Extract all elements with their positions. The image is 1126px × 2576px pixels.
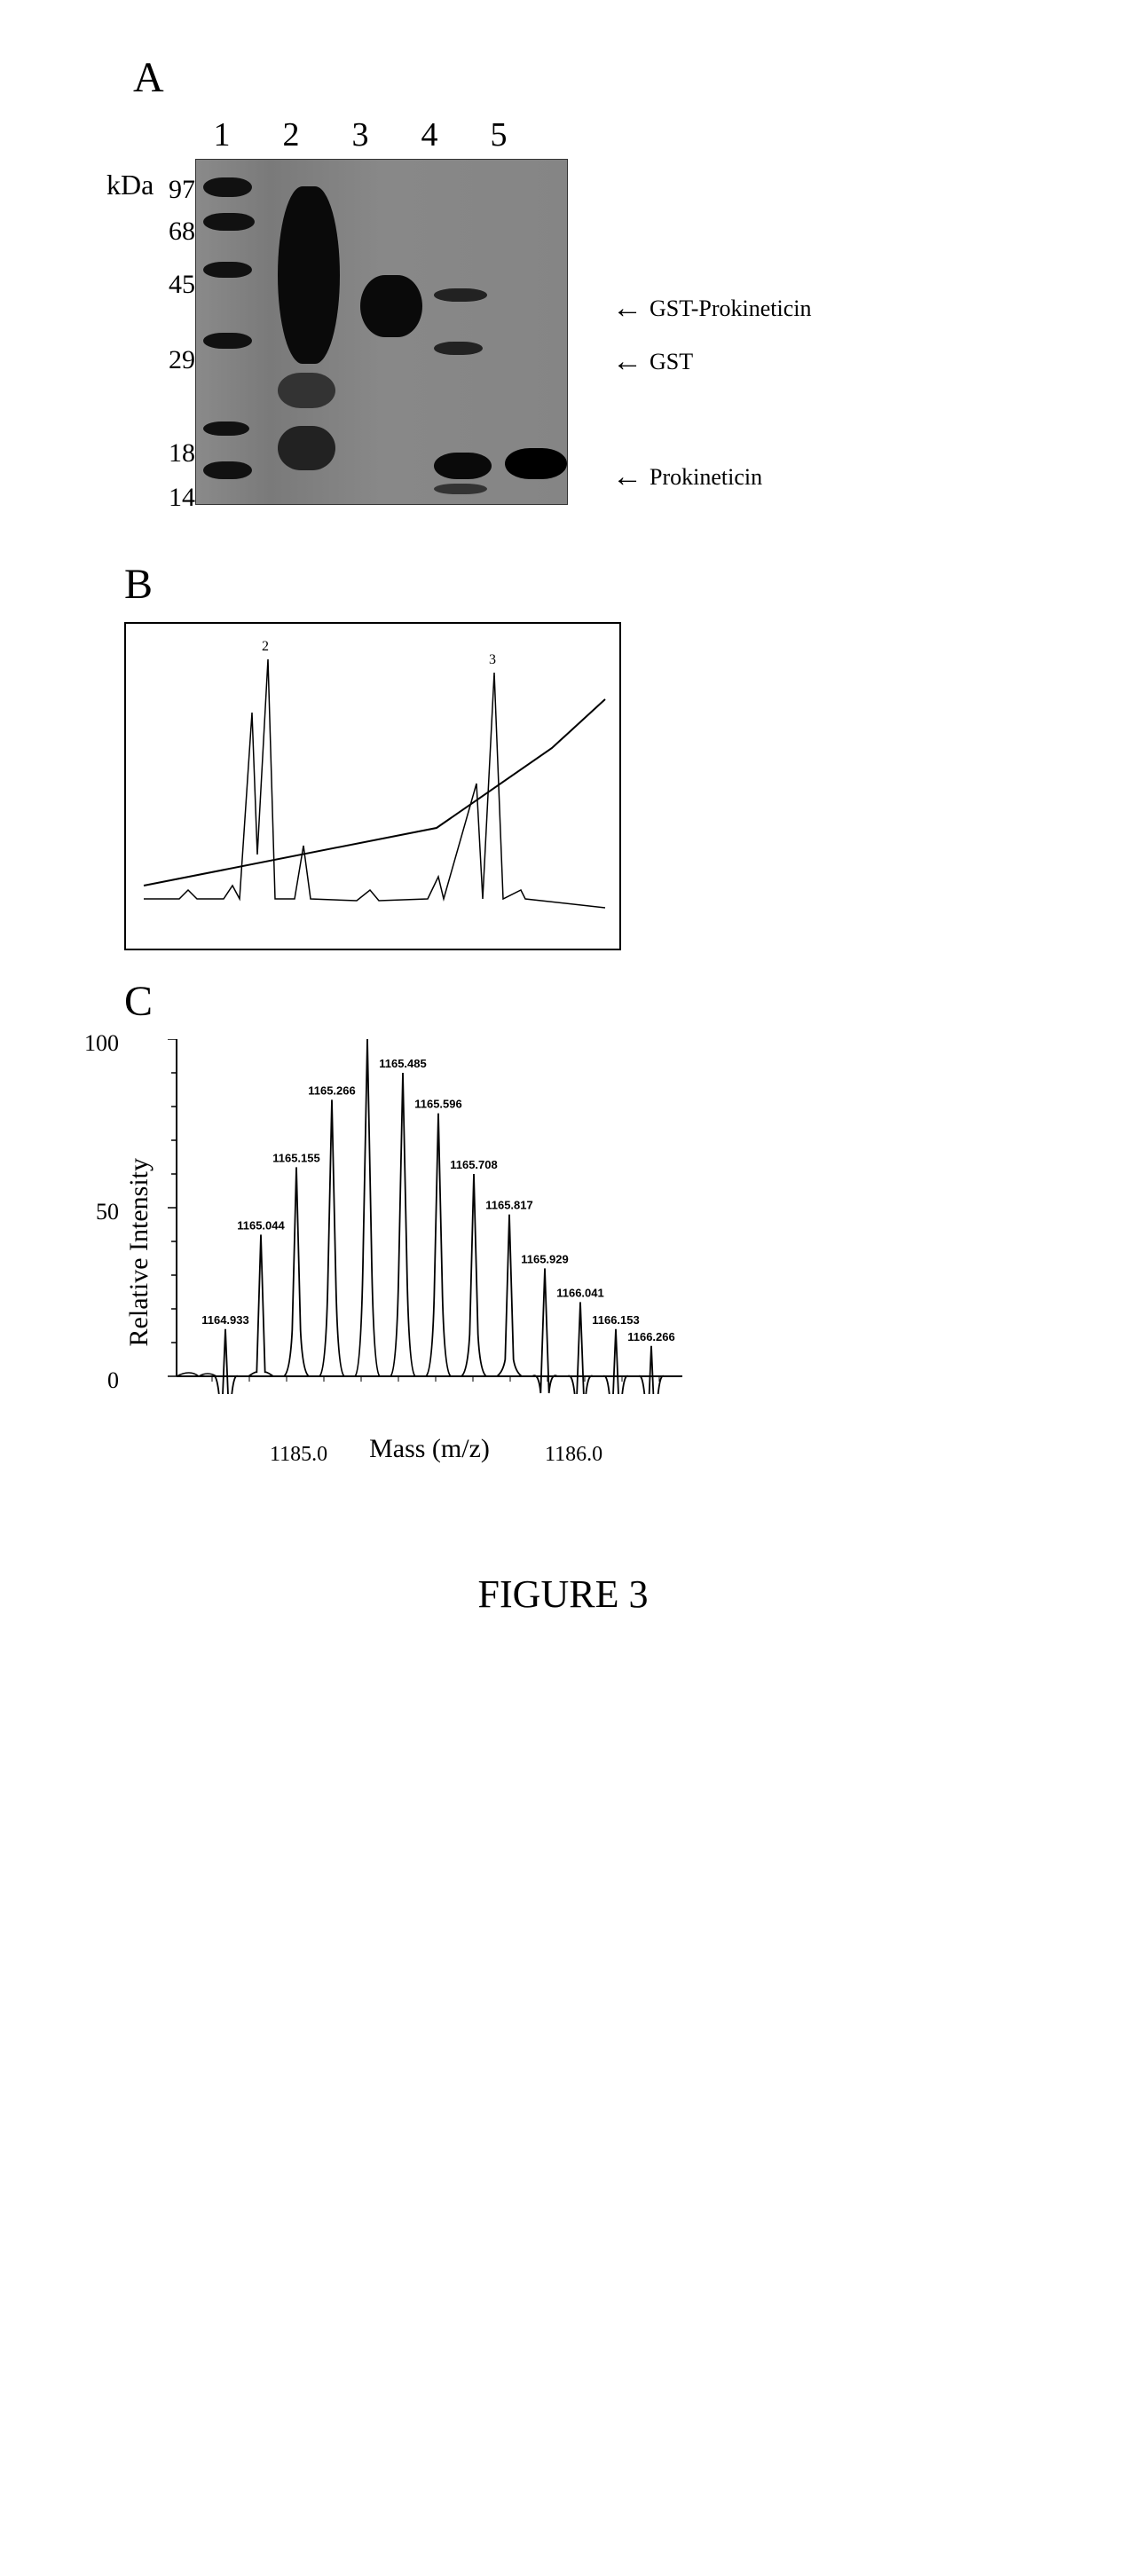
svg-text:1165.155: 1165.155 xyxy=(272,1151,320,1164)
y-axis-label: Relative Intensity xyxy=(124,1105,154,1346)
panel-a-label: A xyxy=(133,53,1055,102)
svg-text:1165.929: 1165.929 xyxy=(521,1252,569,1265)
y-tick: 0 xyxy=(107,1367,119,1394)
gel-band xyxy=(505,448,567,479)
lane-number: 5 xyxy=(481,115,516,154)
chromatogram-chart: 23 xyxy=(124,622,621,950)
svg-text:3: 3 xyxy=(489,652,496,667)
panel-a: kDa 1 2 3 4 5 97 68 45 29 18 14 GST-Prok… xyxy=(106,115,1055,533)
svg-text:1166.153: 1166.153 xyxy=(592,1313,640,1327)
kda-axis-label: kDa xyxy=(106,169,154,201)
gel-band xyxy=(203,333,252,349)
gst-arrow: GST xyxy=(612,345,693,379)
mw-marker: 29 xyxy=(169,347,195,396)
mw-marker: 68 xyxy=(169,218,195,267)
gel-band xyxy=(278,373,335,408)
x-axis-label: Mass (m/z) xyxy=(163,1434,696,1464)
svg-text:1166.266: 1166.266 xyxy=(627,1330,675,1343)
svg-text:1165.817: 1165.817 xyxy=(485,1199,533,1212)
chromatogram-svg: 23 xyxy=(126,624,623,952)
panel-b-label: B xyxy=(124,560,1055,609)
lane-number: 2 xyxy=(273,115,309,154)
gel-area: 97 68 45 29 18 14 GST-Prokineticin GST P… xyxy=(169,159,1055,533)
gel-band xyxy=(203,461,252,479)
lane-number: 4 xyxy=(412,115,447,154)
gel-band xyxy=(434,484,487,494)
mw-marker: 45 xyxy=(169,272,195,320)
gel-band xyxy=(203,262,252,278)
mw-markers: 97 68 45 29 18 14 xyxy=(169,159,195,533)
prokineticin-arrow: Prokineticin xyxy=(612,461,762,494)
panel-c: Relative Intensity 100 50 0 1164.9331165… xyxy=(124,1039,1055,1412)
svg-text:1166.041: 1166.041 xyxy=(556,1286,604,1299)
mw-marker: 14 xyxy=(169,484,195,533)
svg-text:1165.596: 1165.596 xyxy=(414,1098,462,1111)
y-tick: 50 xyxy=(96,1199,119,1225)
gel-band xyxy=(434,453,492,479)
gel-band xyxy=(278,426,335,470)
svg-text:1165.044: 1165.044 xyxy=(237,1218,285,1232)
gst-prokineticin-arrow: GST-Prokineticin xyxy=(612,292,811,326)
svg-text:1165.266: 1165.266 xyxy=(308,1083,356,1097)
panel-b: 23 xyxy=(124,622,1055,950)
y-tick: 100 xyxy=(84,1030,119,1057)
gel-band xyxy=(434,288,487,302)
gel-band xyxy=(278,186,340,364)
svg-text:2: 2 xyxy=(262,639,269,654)
gel-image xyxy=(195,159,568,505)
figure-caption: FIGURE 3 xyxy=(71,1572,1055,1617)
mw-marker: 18 xyxy=(169,440,195,489)
mass-spectrum-svg: 1164.9331165.0441165.1551165.2661165.375… xyxy=(163,1039,696,1394)
gel-band xyxy=(203,421,249,436)
mass-spectrum-chart: 100 50 0 1164.9331165.0441165.1551165.26… xyxy=(163,1039,696,1412)
x-tick: 1185.0 xyxy=(270,1443,327,1467)
gel-band xyxy=(360,275,422,337)
svg-text:1164.933: 1164.933 xyxy=(201,1313,249,1327)
gel-band xyxy=(203,177,252,197)
svg-text:1165.708: 1165.708 xyxy=(450,1158,498,1171)
x-tick: 1186.0 xyxy=(545,1443,602,1467)
svg-text:1165.485: 1165.485 xyxy=(379,1057,427,1070)
lane-number: 1 xyxy=(204,115,240,154)
figure-container: A kDa 1 2 3 4 5 97 68 45 29 18 14 GST-Pr… xyxy=(71,53,1055,1617)
gel-band xyxy=(434,342,483,355)
lane-numbers: 1 2 3 4 5 xyxy=(204,115,1055,154)
panel-c-label: C xyxy=(124,977,1055,1026)
lane-number: 3 xyxy=(343,115,378,154)
gel-band xyxy=(203,213,255,231)
